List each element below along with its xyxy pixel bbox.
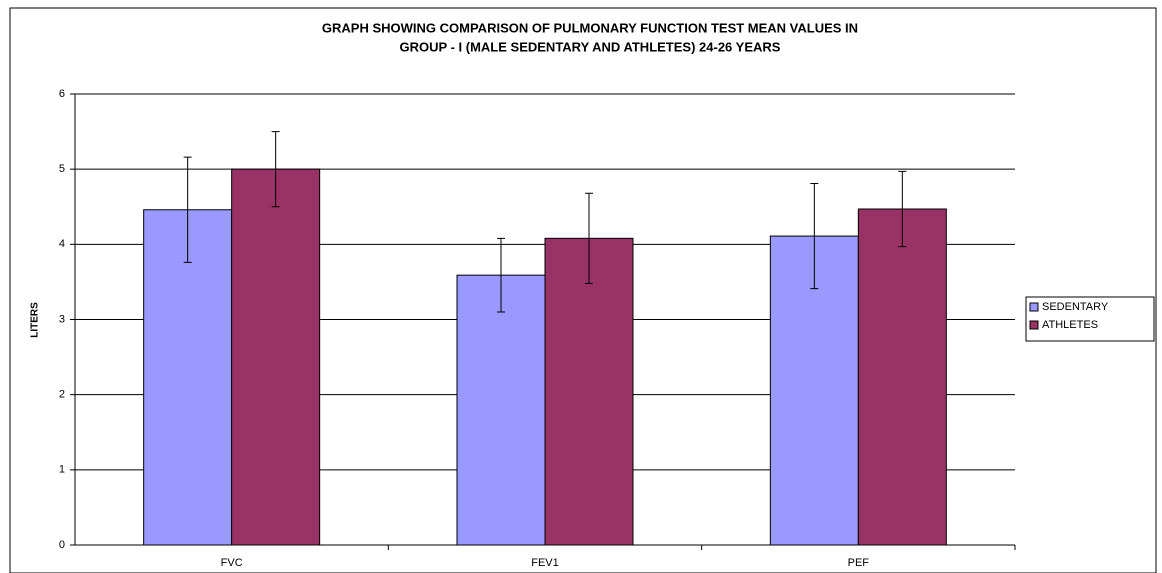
chart-title: GRAPH SHOWING COMPARISON OF PULMONARY FU…: [322, 20, 858, 35]
y-tick-label: 0: [59, 539, 65, 551]
error-bar: [898, 170, 907, 248]
error-bar: [585, 192, 593, 284]
error-bar: [183, 156, 192, 263]
y-tick-label: 1: [59, 464, 65, 476]
x-tick-label: FEV1: [531, 557, 559, 569]
legend-box: [1025, 296, 1155, 342]
y-tick-label: 6: [59, 88, 65, 100]
legend-swatch: [1029, 320, 1039, 330]
legend-label: SEDENTARY: [1042, 301, 1109, 313]
error-bar: [497, 237, 505, 313]
legend-label: ATHLETES: [1042, 319, 1098, 331]
bar: [857, 208, 947, 546]
y-tick-label: 3: [59, 313, 65, 325]
y-tick-label: 2: [59, 389, 65, 401]
bar: [231, 168, 321, 546]
x-tick-label: FVC: [221, 557, 243, 569]
y-tick-label: 5: [59, 163, 65, 175]
legend-swatch: [1029, 302, 1039, 312]
error-bar: [271, 131, 280, 208]
chart-border: [9, 7, 1157, 573]
bar: [544, 237, 634, 546]
y-axis-label: LITERS: [30, 302, 41, 338]
chart-title: GROUP - I (MALE SEDENTARY AND ATHLETES) …: [400, 39, 781, 54]
bar: [456, 274, 546, 546]
x-tick-label: PEF: [848, 557, 870, 569]
y-tick-label: 4: [59, 238, 65, 250]
error-bar: [810, 182, 819, 290]
